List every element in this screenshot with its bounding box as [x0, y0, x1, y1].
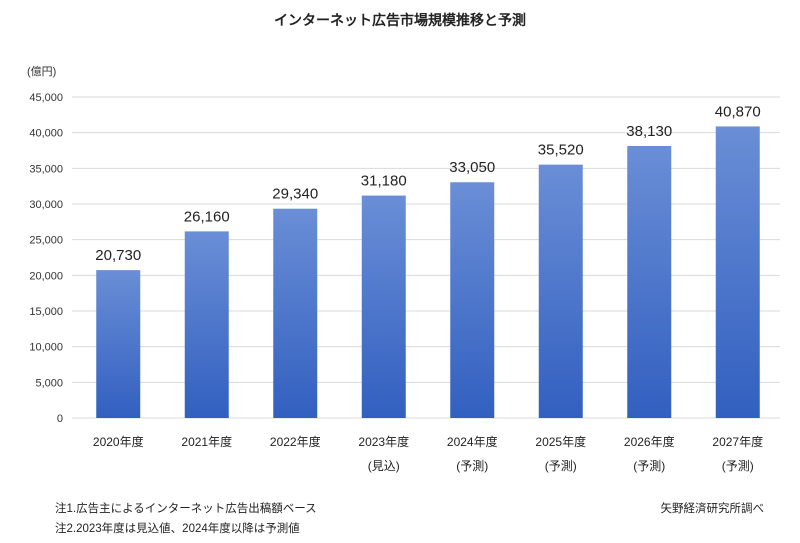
x-tick-label: 2027年度 [712, 434, 763, 449]
data-label: 20,730 [95, 247, 141, 264]
data-label: 35,520 [538, 142, 584, 159]
note-1: 注1.広告主によるインターネット広告出稿額ベース [55, 503, 317, 515]
bar [184, 231, 229, 418]
x-tick-label: 2026年度 [624, 434, 675, 449]
y-tick-label: 0 [57, 413, 63, 425]
data-label: 40,870 [715, 103, 761, 120]
data-label: 33,050 [449, 159, 495, 176]
x-tick-sublabel: (見込) [368, 459, 400, 473]
x-tick-label: 2021年度 [181, 434, 232, 449]
bar [715, 126, 760, 418]
x-tick-label: 2022年度 [270, 434, 321, 449]
bar [450, 182, 495, 418]
chart-title: インターネット広告市場規模推移と予測 [274, 12, 526, 28]
y-tick-label: 35,000 [29, 163, 63, 175]
x-tick-label: 2020年度 [93, 434, 144, 449]
y-tick-label: 20,000 [29, 270, 63, 282]
data-label: 38,130 [626, 123, 672, 140]
x-tick-sublabel: (予測) [545, 459, 577, 473]
y-tick-label: 40,000 [29, 128, 63, 140]
x-tick-sublabel: (予測) [633, 459, 665, 473]
x-tick-label: 2025年度 [535, 434, 586, 449]
bar [273, 208, 318, 418]
y-tick-label: 10,000 [29, 342, 63, 354]
bar [361, 195, 406, 418]
y-tick-label: 15,000 [29, 306, 63, 318]
x-tick-label: 2023年度 [358, 434, 409, 449]
data-label: 29,340 [272, 186, 318, 203]
y-tick-label: 5,000 [35, 377, 63, 389]
y-tick-label: 30,000 [29, 199, 63, 211]
y-tick-label: 45,000 [29, 92, 63, 104]
x-tick-sublabel: (予測) [722, 459, 754, 473]
note-2: 注2.2023年度は見込値、2024年度以降は予測値 [55, 523, 300, 535]
data-label: 31,180 [361, 173, 407, 190]
y-axis-unit-label: (億円) [27, 65, 56, 78]
source-credit: 矢野経済研究所調べ [660, 503, 765, 515]
bar [96, 270, 141, 418]
bar [627, 146, 672, 419]
y-tick-label: 25,000 [29, 235, 63, 247]
data-label: 26,160 [184, 208, 230, 225]
x-tick-label: 2024年度 [447, 434, 498, 449]
bar [538, 164, 583, 418]
x-tick-sublabel: (予測) [456, 459, 488, 473]
